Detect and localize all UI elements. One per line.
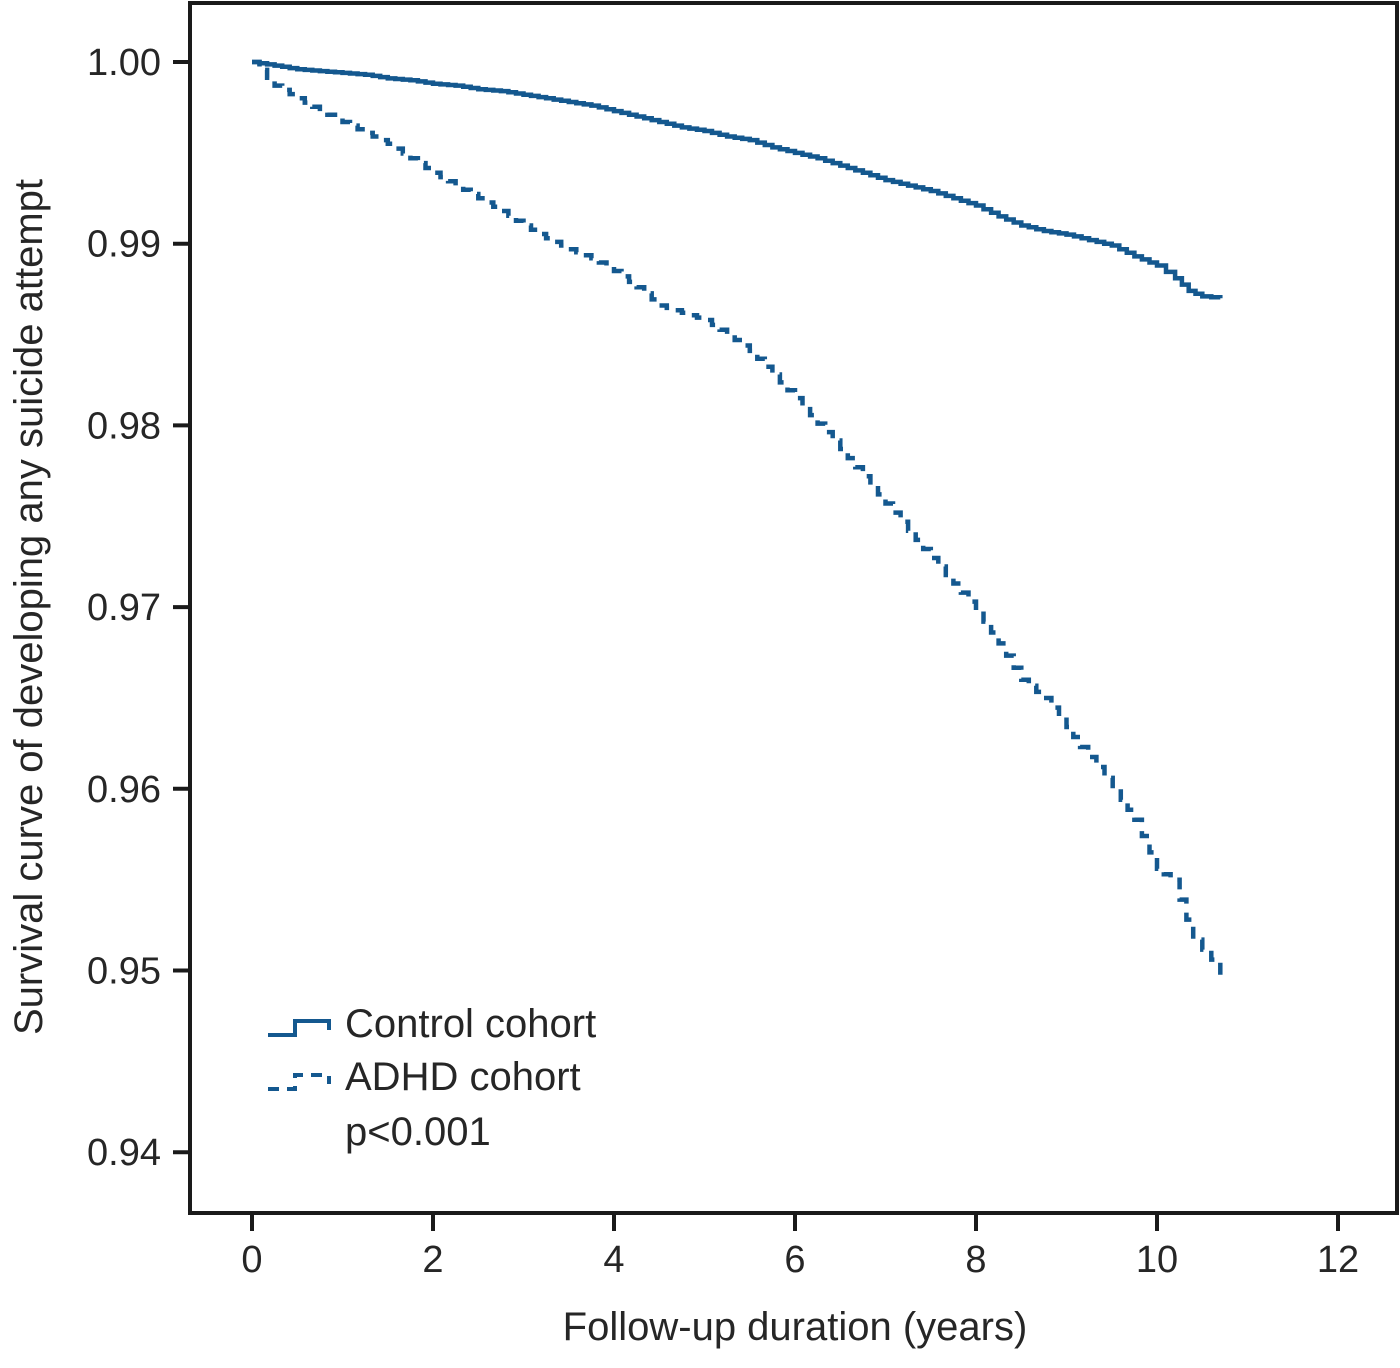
x-tick-label: 10	[1136, 1239, 1178, 1281]
legend-marker-adhd-dashed-step-icon	[268, 1073, 331, 1091]
y-tick-label: 0.97	[87, 587, 161, 629]
legend-marker-control-solid-step-icon	[268, 1019, 331, 1037]
y-tick-label: 0.98	[87, 405, 161, 447]
x-tick-label: 0	[241, 1239, 262, 1281]
x-tick-label: 8	[965, 1239, 986, 1281]
x-axis-ticks: 0 2 4 6 8 10 12	[241, 1213, 1359, 1281]
y-axis-ticks: 1.00 0.99 0.98 0.97 0.96 0.95 0.94	[87, 42, 190, 1174]
y-tick-label: 0.94	[87, 1132, 161, 1174]
legend: Control cohort ADHD cohort p<0.001	[268, 1002, 596, 1154]
legend-label-control: Control cohort	[345, 1002, 596, 1046]
adhd-cohort-curve	[252, 59, 1223, 980]
x-tick-label: 6	[784, 1239, 805, 1281]
x-tick-label: 12	[1317, 1239, 1359, 1281]
p-value-label: p<0.001	[345, 1110, 491, 1154]
y-tick-label: 0.96	[87, 769, 161, 811]
y-tick-label: 0.99	[87, 224, 161, 266]
y-axis-title: Survival curve of developing any suicide…	[7, 179, 51, 1035]
y-tick-label: 0.95	[87, 951, 161, 993]
x-tick-label: 4	[603, 1239, 624, 1281]
control-cohort-curve	[252, 59, 1223, 300]
x-axis-title: Follow-up duration (years)	[563, 1305, 1028, 1349]
x-tick-label: 2	[422, 1239, 443, 1281]
y-tick-label: 1.00	[87, 42, 161, 84]
legend-label-adhd: ADHD cohort	[345, 1055, 581, 1099]
